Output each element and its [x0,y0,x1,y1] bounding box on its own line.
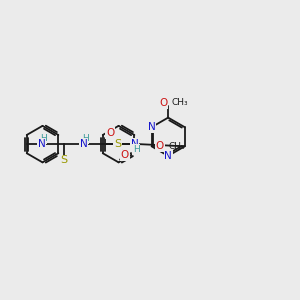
Text: N: N [38,139,46,149]
Text: N: N [80,139,87,149]
Text: O: O [159,98,167,108]
Text: N: N [148,122,155,132]
Text: CH₃: CH₃ [168,142,185,151]
Text: H: H [133,145,140,154]
Text: S: S [114,139,121,149]
Text: N: N [131,139,138,149]
Text: O: O [156,141,164,151]
Text: CH₃: CH₃ [171,98,188,107]
Text: N: N [164,151,172,161]
Text: O: O [106,128,114,138]
Text: S: S [61,155,68,165]
Text: H: H [82,134,88,143]
Text: O: O [121,150,129,160]
Text: H: H [40,134,46,143]
